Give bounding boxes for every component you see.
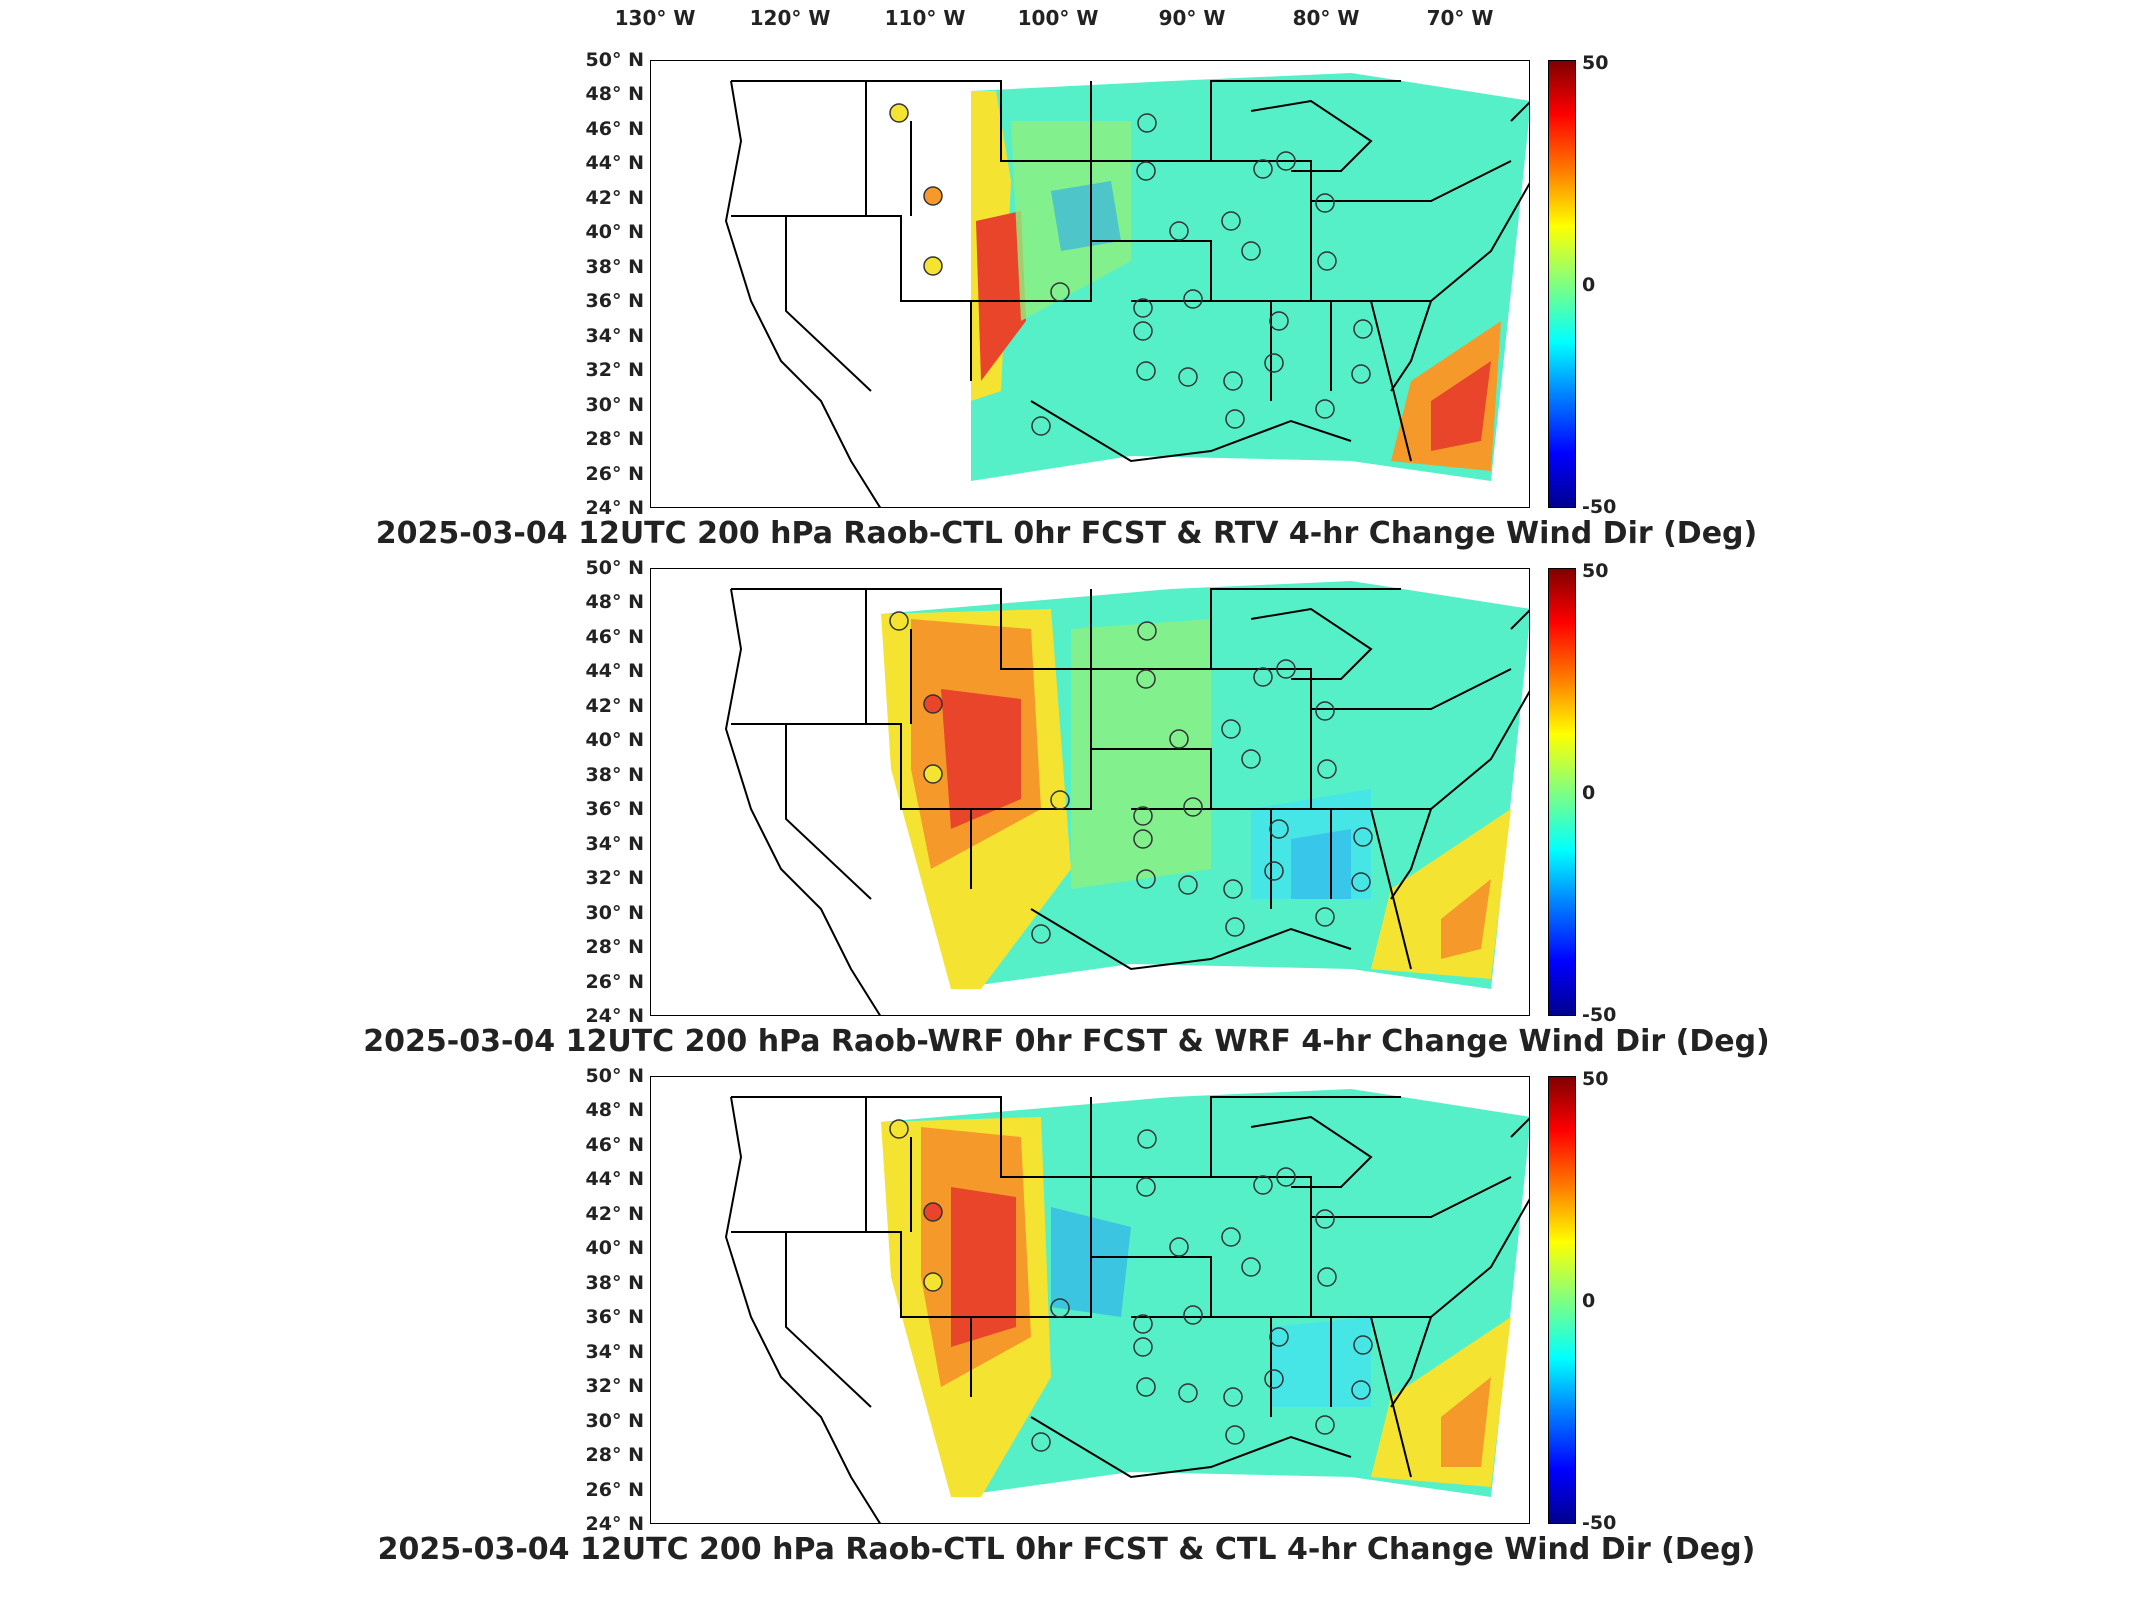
colorbar-mid-label: 0 [1582,274,1596,296]
lon-label: 120° W [749,6,831,30]
lat-label: 32° N [585,359,644,382]
colorbar-max-label: 50 [1582,52,1609,74]
boundaries [724,80,1529,507]
lat-label: 48° N [585,591,644,614]
lat-label: 50° N [585,49,644,71]
lat-label: 34° N [585,1340,644,1363]
lat-label: 40° N [585,1237,644,1260]
colorbar-min-label: -50 [1582,1512,1617,1534]
lon-label: 70° W [1426,6,1494,30]
lat-label: 24° N [585,1005,644,1027]
field-orange-atlantic [1441,879,1491,959]
lon-label: 100° W [1017,6,1099,30]
lat-label: 42° N [585,1202,644,1225]
lat-label: 26° N [585,1478,644,1501]
colorbar-min-label: -50 [1582,496,1617,518]
lat-label: 30° N [585,901,644,924]
field-blue-patch [1051,181,1121,251]
colorbar-mid-label: 0 [1582,1290,1596,1312]
lat-label: 24° N [585,1513,644,1535]
colorbar-mid-label: 0 [1582,782,1596,804]
lat-label: 50° N [585,1065,644,1087]
lat-label: 34° N [585,324,644,347]
field-green-area [1071,619,1211,889]
panel-title: 2025-03-04 12UTC 200 hPa Raob-CTL 0hr FC… [375,516,1758,551]
boundaries [724,588,1529,1015]
lon-label: 110° W [884,6,966,30]
colorbar-max-label: 50 [1582,1068,1609,1090]
lat-label: 48° N [585,1099,644,1122]
colorbar-min-label: -50 [1582,1004,1617,1026]
field-cyan-patch [1271,1317,1371,1407]
raob-stations [889,611,1373,944]
boundaries [724,1096,1529,1523]
lat-label: 48° N [585,83,644,106]
map-panel-ctl: 50° N 48° N 46° N 44° N 42° N 40° N 38° N 36° N… [0,1065,2133,1586]
field-hot-spot [951,1187,1016,1347]
lat-label: 30° N [585,393,644,416]
lat-label: 24° N [585,497,644,519]
lat-label: 42° N [585,186,644,209]
lat-label: 34° N [585,832,644,855]
lat-label: 32° N [585,867,644,890]
map-panel-rtv: 50° N 48° N 46° N 44° N 42° N 40° N 38° N 36° N… [0,49,2133,570]
lat-label: 44° N [585,152,644,175]
map-area [650,60,1530,508]
map-area [650,1076,1530,1524]
lat-label: 50° N [585,557,644,579]
raob-stations [889,103,1373,436]
colorbar [1548,1076,1576,1524]
colorbar [1548,568,1576,1016]
lat-label: 28° N [585,936,644,959]
map-panel-wrf: 50° N 48° N 46° N 44° N 42° N 40° N 38° N 36° N… [0,557,2133,1078]
map-area [650,568,1530,1016]
field-hot-spot [941,689,1021,829]
lat-label: 30° N [585,1409,644,1432]
lon-label: 130° W [614,6,696,30]
map-graphic [724,581,1529,1015]
lat-label: 40° N [585,729,644,752]
lat-label: 44° N [585,660,644,683]
lat-label: 42° N [585,694,644,717]
lat-label: 36° N [585,290,644,313]
map-graphic [724,73,1529,507]
colorbar-max-label: 50 [1582,560,1609,582]
lat-label: 26° N [585,970,644,993]
field-blue-patch [1291,829,1351,899]
lat-label: 36° N [585,1306,644,1329]
field-hot-spot [976,211,1026,381]
lat-label: 46° N [585,1133,644,1156]
lat-label: 28° N [585,428,644,451]
colorbar [1548,60,1576,508]
lat-label: 40° N [585,221,644,244]
panel-title: 2025-03-04 12UTC 200 hPa Raob-WRF 0hr FC… [363,1024,1770,1059]
lat-label: 26° N [585,462,644,485]
lon-label: 80° W [1292,6,1360,30]
lat-label: 38° N [585,763,644,786]
map-graphic [724,1089,1529,1523]
lat-label: 32° N [585,1375,644,1398]
longitude-labels: 130° W 120° W 110° W 100° W 90° W 80° W … [0,0,2133,40]
raob-stations [889,1119,1373,1452]
latitude-labels: 50° N 48° N 46° N 44° N 42° N 40° N 38° N 36° N… [560,1065,644,1535]
lat-label: 38° N [585,255,644,278]
lat-label: 46° N [585,117,644,140]
lat-label: 28° N [585,1444,644,1467]
lat-label: 44° N [585,1168,644,1191]
latitude-labels: 50° N 48° N 46° N 44° N 42° N 40° N 38° N 36° N… [560,557,644,1027]
lon-label: 90° W [1158,6,1226,30]
lat-label: 38° N [585,1271,644,1294]
latitude-labels: 50° N 48° N 46° N 44° N 42° N 40° N 38° N 36° N… [560,49,644,519]
lat-label: 46° N [585,625,644,648]
field-orange-atlantic [1441,1377,1491,1467]
panel-title: 2025-03-04 12UTC 200 hPa Raob-CTL 0hr FC… [377,1532,1756,1567]
lat-label: 36° N [585,798,644,821]
field-hot-atlantic [1431,361,1491,451]
